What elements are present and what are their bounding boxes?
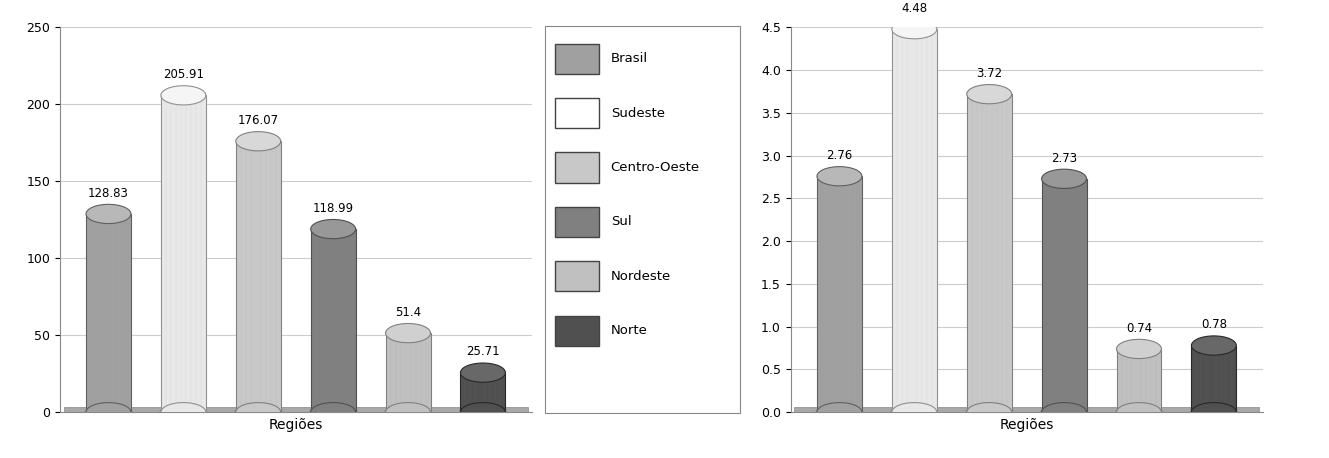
X-axis label: Regiões: Regiões	[999, 418, 1054, 432]
Ellipse shape	[85, 406, 132, 418]
Text: 118.99: 118.99	[312, 202, 354, 215]
Ellipse shape	[86, 204, 132, 224]
Text: 128.83: 128.83	[88, 187, 129, 200]
Ellipse shape	[310, 406, 356, 418]
FancyBboxPatch shape	[554, 207, 598, 237]
Bar	[235, 141, 280, 412]
Ellipse shape	[1191, 406, 1237, 418]
Text: 2.76: 2.76	[827, 149, 853, 162]
Text: 4.48: 4.48	[901, 2, 928, 15]
Ellipse shape	[817, 403, 863, 422]
Ellipse shape	[1191, 336, 1236, 355]
Text: Sudeste: Sudeste	[610, 107, 664, 120]
Text: Nordeste: Nordeste	[610, 270, 671, 283]
Ellipse shape	[966, 406, 1013, 418]
Ellipse shape	[890, 406, 938, 418]
Bar	[311, 229, 356, 412]
Bar	[1116, 349, 1162, 412]
Text: 51.4: 51.4	[395, 306, 421, 319]
Ellipse shape	[311, 403, 356, 422]
Bar	[86, 214, 132, 412]
Ellipse shape	[1116, 339, 1162, 359]
Ellipse shape	[966, 403, 1011, 422]
Ellipse shape	[311, 219, 356, 239]
Ellipse shape	[385, 323, 431, 343]
Ellipse shape	[817, 167, 863, 186]
Ellipse shape	[235, 406, 282, 418]
Ellipse shape	[816, 406, 863, 418]
Ellipse shape	[161, 403, 206, 422]
FancyBboxPatch shape	[554, 316, 598, 346]
Ellipse shape	[892, 403, 937, 422]
Ellipse shape	[460, 406, 506, 418]
Text: 205.91: 205.91	[163, 68, 203, 81]
Text: Sul: Sul	[610, 215, 631, 229]
Bar	[795, 407, 1259, 418]
Bar	[161, 95, 206, 412]
Text: Brasil: Brasil	[610, 52, 647, 65]
Ellipse shape	[86, 403, 132, 422]
Ellipse shape	[159, 406, 207, 418]
Ellipse shape	[1116, 403, 1162, 422]
Bar	[64, 407, 528, 418]
Ellipse shape	[1042, 169, 1087, 188]
Ellipse shape	[385, 403, 431, 422]
Text: 176.07: 176.07	[238, 114, 279, 127]
FancyBboxPatch shape	[554, 261, 598, 291]
Text: 0.74: 0.74	[1126, 322, 1152, 335]
FancyBboxPatch shape	[554, 153, 598, 183]
Bar	[385, 333, 431, 412]
FancyBboxPatch shape	[554, 98, 598, 128]
Text: 2.73: 2.73	[1051, 152, 1078, 164]
Text: Norte: Norte	[610, 324, 647, 337]
Text: 0.78: 0.78	[1201, 318, 1227, 331]
FancyBboxPatch shape	[554, 44, 598, 74]
Ellipse shape	[1191, 403, 1236, 422]
Ellipse shape	[460, 363, 505, 382]
Bar	[1191, 345, 1236, 412]
Bar	[1042, 179, 1087, 412]
Ellipse shape	[161, 86, 206, 105]
Bar	[817, 176, 863, 412]
Text: Centro-Oeste: Centro-Oeste	[610, 161, 700, 174]
Ellipse shape	[1115, 406, 1163, 418]
Ellipse shape	[966, 85, 1011, 104]
Ellipse shape	[1041, 406, 1087, 418]
Ellipse shape	[460, 403, 505, 422]
Text: 25.71: 25.71	[466, 345, 500, 359]
Text: 3.72: 3.72	[975, 67, 1002, 80]
Ellipse shape	[235, 131, 280, 151]
Ellipse shape	[892, 20, 937, 39]
Bar	[460, 373, 505, 412]
Ellipse shape	[384, 406, 432, 418]
X-axis label: Regiões: Regiões	[268, 418, 323, 432]
Ellipse shape	[235, 403, 280, 422]
Bar	[892, 29, 937, 412]
Ellipse shape	[1042, 403, 1087, 422]
Bar	[966, 94, 1011, 412]
